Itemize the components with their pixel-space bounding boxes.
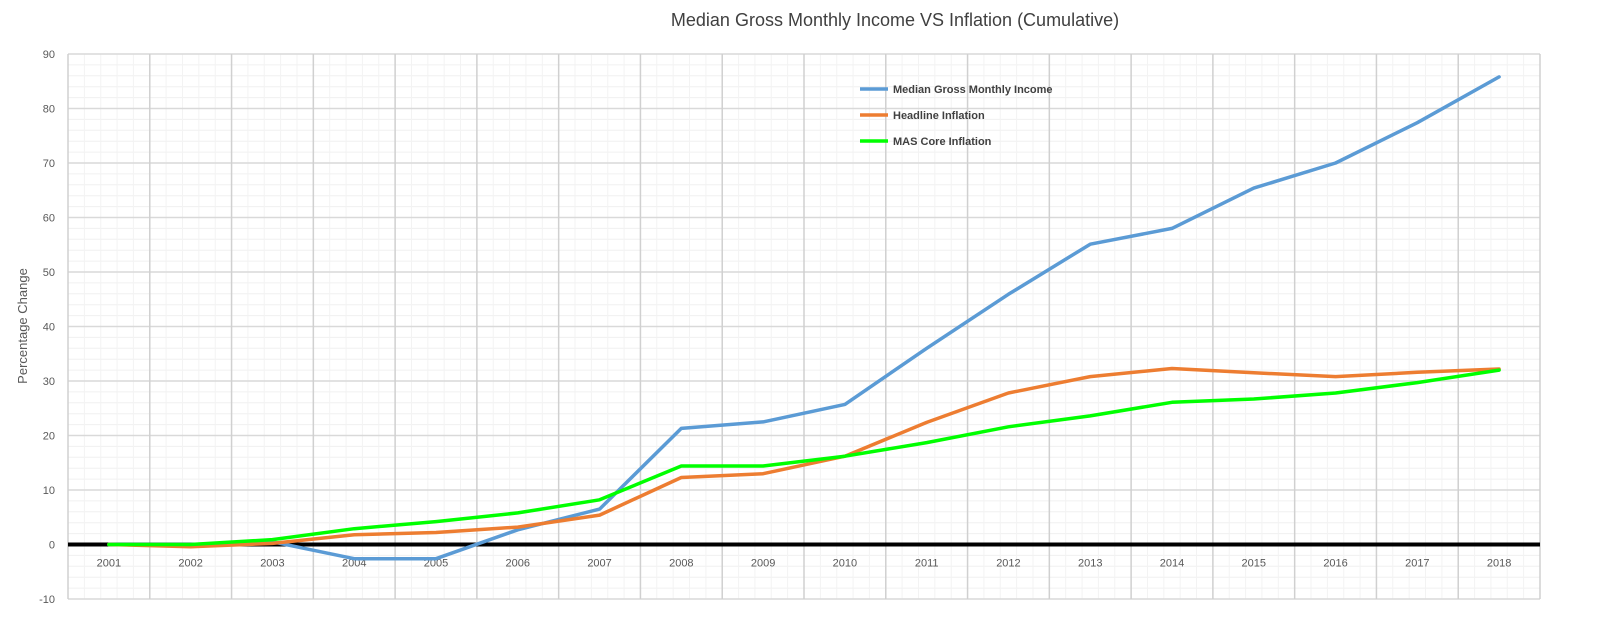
x-tick-label: 2010 <box>833 558 857 570</box>
x-tick-label: 2011 <box>915 558 939 570</box>
x-tick-label: 2008 <box>669 558 693 570</box>
chart-title: Median Gross Monthly Income VS Inflation… <box>670 10 1120 30</box>
x-tick-label: 2013 <box>1078 558 1102 570</box>
series-line-2 <box>107 366 1501 549</box>
y-tick-label: 90 <box>43 49 55 61</box>
y-tick-label: 60 <box>43 213 55 225</box>
x-tick-label: 2016 <box>1323 558 1347 570</box>
legend-label: MAS Core Inflation <box>893 136 992 148</box>
y-axis-title: Percentage Change <box>15 268 30 384</box>
y-axis-tick-labels: -10 0 10 20 30 40 50 60 70 80 90 <box>39 49 55 606</box>
x-tick-label: 2003 <box>260 558 284 570</box>
y-tick-label: 30 <box>43 376 55 388</box>
y-tick-label: 70 <box>43 158 55 170</box>
y-tick-label: 0 <box>49 540 55 552</box>
legend-label: Headline Inflation <box>893 110 985 122</box>
x-tick-label: 2005 <box>424 558 448 570</box>
y-tick-label: 20 <box>43 431 55 443</box>
series-line-3 <box>107 368 1501 547</box>
x-tick-label: 2007 <box>587 558 611 570</box>
major-gridlines <box>67 53 1541 600</box>
x-tick-label: 2009 <box>751 558 775 570</box>
legend: Median Gross Monthly Income Headline Infl… <box>860 84 1053 148</box>
x-tick-label: 2002 <box>178 558 202 570</box>
x-tick-label: 2012 <box>996 558 1020 570</box>
x-tick-label: 2017 <box>1405 558 1429 570</box>
x-tick-label: 2004 <box>342 558 366 570</box>
y-tick-label: 10 <box>43 485 55 497</box>
y-tick-label: 80 <box>43 104 55 116</box>
x-tick-label: 2006 <box>506 558 530 570</box>
x-tick-label: 2001 <box>97 558 121 570</box>
x-axis-tick-labels: 2001 2002 2003 2004 2005 2006 2007 2008 2009 2010… <box>97 558 1512 570</box>
series-line-1 <box>107 75 1501 561</box>
y-tick-label: 50 <box>43 267 55 279</box>
y-tick-label: -10 <box>39 594 55 606</box>
x-tick-label: 2015 <box>1242 558 1266 570</box>
y-tick-label: 40 <box>43 322 55 334</box>
legend-label: Median Gross Monthly Income <box>893 84 1053 96</box>
x-tick-label: 2014 <box>1160 558 1184 570</box>
series-lines <box>107 75 1501 561</box>
x-tick-label: 2018 <box>1487 558 1511 570</box>
